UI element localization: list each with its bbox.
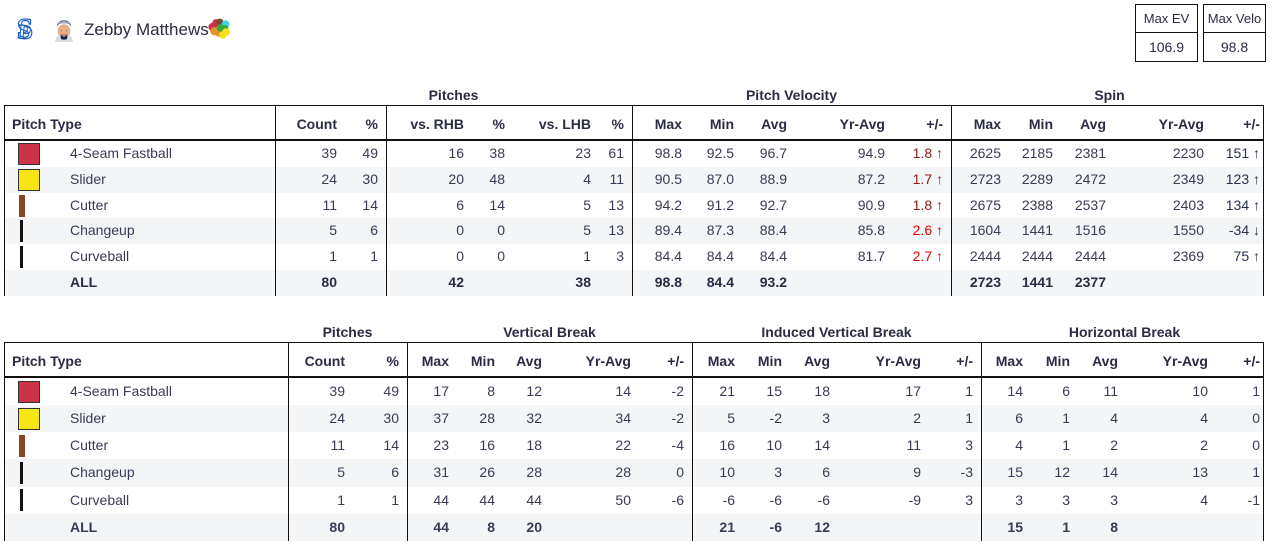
svg-text:P: P — [17, 21, 32, 44]
